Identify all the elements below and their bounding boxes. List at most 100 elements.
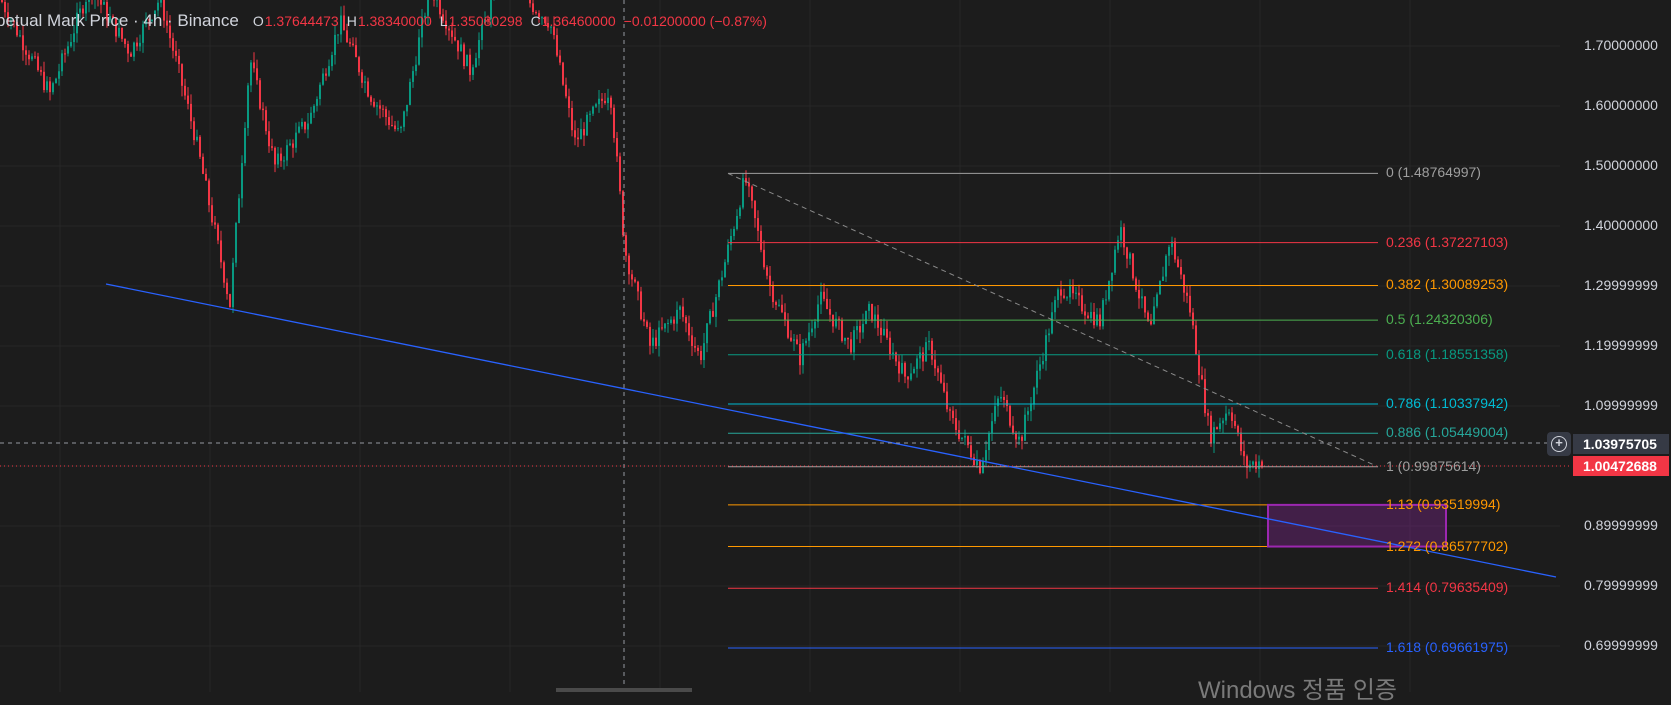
- candle-body: [1255, 462, 1257, 469]
- candle-body: [865, 311, 867, 324]
- candle-body: [271, 146, 273, 148]
- candle-body: [232, 263, 234, 307]
- candle-body: [1015, 433, 1017, 439]
- candle-body: [1048, 333, 1050, 335]
- candle-body: [1117, 240, 1119, 250]
- candle-body: [709, 311, 711, 323]
- candle-body: [382, 109, 384, 110]
- candle-body: [700, 351, 702, 360]
- candle-body: [1108, 281, 1110, 300]
- candle-body: [124, 39, 126, 44]
- candle-body: [724, 262, 726, 277]
- candle-body: [1234, 421, 1236, 426]
- candle-body: [19, 35, 21, 36]
- low-label: L: [440, 13, 448, 29]
- candle-body: [394, 126, 396, 130]
- candle-body: [784, 312, 786, 319]
- candle-body: [736, 216, 738, 229]
- candle-body: [361, 72, 363, 83]
- candle-body: [274, 148, 276, 165]
- candle-body: [1087, 316, 1089, 319]
- candle-body: [1021, 437, 1023, 441]
- candle-body: [64, 53, 66, 54]
- candle-body: [796, 339, 798, 344]
- candle-body: [412, 71, 414, 82]
- candle-body: [883, 329, 885, 335]
- candle-body: [256, 68, 258, 80]
- fib-level-label: 0 (1.48764997): [1386, 164, 1481, 180]
- candle-body: [997, 399, 999, 407]
- candle-body: [352, 44, 354, 45]
- high-label: H: [347, 13, 357, 29]
- candle-body: [748, 183, 750, 187]
- candle-body: [1153, 306, 1155, 324]
- candle-body: [844, 338, 846, 341]
- candle-body: [1063, 296, 1065, 298]
- candle-body: [1072, 286, 1074, 293]
- candle-body: [463, 44, 465, 66]
- candle-body: [280, 154, 282, 161]
- candle-body: [205, 174, 207, 181]
- candle-body: [100, 0, 102, 5]
- candle-body: [364, 81, 366, 82]
- symbol-title[interactable]: petual Mark Price · 4h · Binance: [0, 11, 239, 31]
- candle-body: [37, 56, 39, 70]
- candle-body: [1159, 281, 1161, 294]
- fib-level-label: 0.886 (1.05449004): [1386, 424, 1508, 440]
- candle-body: [238, 198, 240, 223]
- candle-body: [1186, 293, 1188, 296]
- candle-body: [823, 292, 825, 299]
- candle-body: [613, 108, 615, 138]
- candle-body: [331, 55, 333, 66]
- candle-body: [1207, 413, 1209, 416]
- candle-body: [1240, 433, 1242, 452]
- candle-body: [847, 338, 849, 339]
- candle-body: [607, 98, 609, 103]
- candle-body: [712, 311, 714, 317]
- candle-body: [337, 34, 339, 35]
- candle-body: [355, 45, 357, 57]
- candle-body: [127, 44, 129, 54]
- candle-body: [790, 338, 792, 341]
- candle-body: [1216, 427, 1218, 429]
- candle-body: [1006, 400, 1008, 406]
- time-scroll-handle: [556, 688, 692, 692]
- fib-level-label: 0.618 (1.18551358): [1386, 346, 1508, 362]
- candle-body: [904, 363, 906, 377]
- candle-body: [1129, 254, 1131, 259]
- close-label: C: [531, 13, 541, 29]
- candle-body: [1009, 406, 1011, 426]
- candle-body: [58, 71, 60, 78]
- candle-body: [28, 55, 30, 60]
- candle-body: [811, 328, 813, 332]
- candle-body: [958, 430, 960, 439]
- candle-body: [826, 299, 828, 309]
- candle-body: [805, 341, 807, 343]
- candle-body: [358, 57, 360, 72]
- candle-body: [1204, 379, 1206, 413]
- high-value: 1.38340000: [358, 13, 432, 29]
- candle-body: [571, 108, 573, 130]
- candle-body: [703, 343, 705, 360]
- candle-body: [262, 109, 264, 110]
- candle-body: [934, 360, 936, 369]
- candle-body: [1090, 312, 1092, 318]
- candle-body: [970, 445, 972, 457]
- last-price-tag: 1.00472688: [1573, 456, 1669, 476]
- candle-body: [631, 274, 633, 279]
- plus-circle-icon[interactable]: +: [1547, 432, 1571, 456]
- price-axis-label: 0.69999999: [1584, 637, 1658, 653]
- candle-body: [916, 358, 918, 368]
- candle-body: [478, 40, 480, 58]
- candle-body: [646, 322, 648, 327]
- candle-body: [922, 352, 924, 361]
- candle-body: [1165, 256, 1167, 277]
- candle-body: [1144, 296, 1146, 312]
- price-axis-label: 1.40000000: [1584, 217, 1658, 233]
- candle-body: [43, 72, 45, 90]
- candle-body: [694, 346, 696, 348]
- candle-body: [88, 0, 90, 2]
- candle-body: [892, 353, 894, 355]
- candle-body: [1258, 461, 1260, 469]
- fib-level-label: 0.786 (1.10337942): [1386, 395, 1508, 411]
